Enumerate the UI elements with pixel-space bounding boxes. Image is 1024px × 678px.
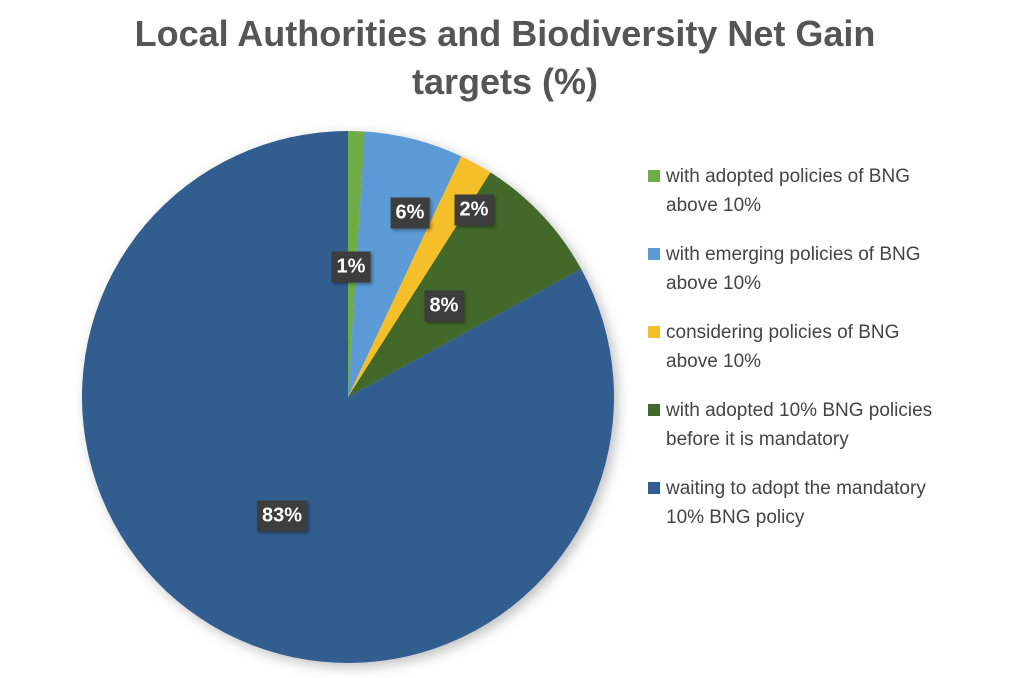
data-label: 6% bbox=[390, 197, 430, 229]
legend-item: waiting to adopt the mandatory 10% BNG p… bbox=[646, 474, 946, 532]
legend-label: with adopted policies of BNG above 10% bbox=[666, 166, 910, 216]
data-label: 83% bbox=[256, 500, 308, 532]
legend-label: waiting to adopt the mandatory 10% BNG p… bbox=[666, 478, 926, 528]
legend-label: with emerging policies of BNG above 10% bbox=[666, 244, 921, 294]
chart-title: Local Authorities and Biodiversity Net G… bbox=[134, 13, 876, 102]
legend-swatch bbox=[648, 170, 660, 182]
data-label: 2% bbox=[454, 194, 494, 226]
legend-swatch bbox=[648, 404, 660, 416]
legend-item: with adopted 10% BNG policies before it … bbox=[646, 396, 946, 454]
legend-label: considering policies of BNG above 10% bbox=[666, 322, 900, 372]
pie-slice bbox=[348, 131, 462, 397]
pie-slice bbox=[82, 131, 615, 664]
data-label: 1% bbox=[331, 251, 371, 283]
legend: with adopted policies of BNG above 10% wi… bbox=[646, 162, 946, 552]
legend-item: with emerging policies of BNG above 10% bbox=[646, 240, 946, 298]
legend-label: with adopted 10% BNG policies before it … bbox=[666, 400, 933, 450]
pie-slice bbox=[348, 172, 582, 397]
data-label: 8% bbox=[424, 290, 464, 322]
legend-swatch bbox=[648, 326, 660, 338]
legend-swatch bbox=[648, 482, 660, 494]
legend-item: with adopted policies of BNG above 10% bbox=[646, 162, 946, 220]
legend-item: considering policies of BNG above 10% bbox=[646, 318, 946, 376]
legend-swatch bbox=[648, 248, 660, 260]
